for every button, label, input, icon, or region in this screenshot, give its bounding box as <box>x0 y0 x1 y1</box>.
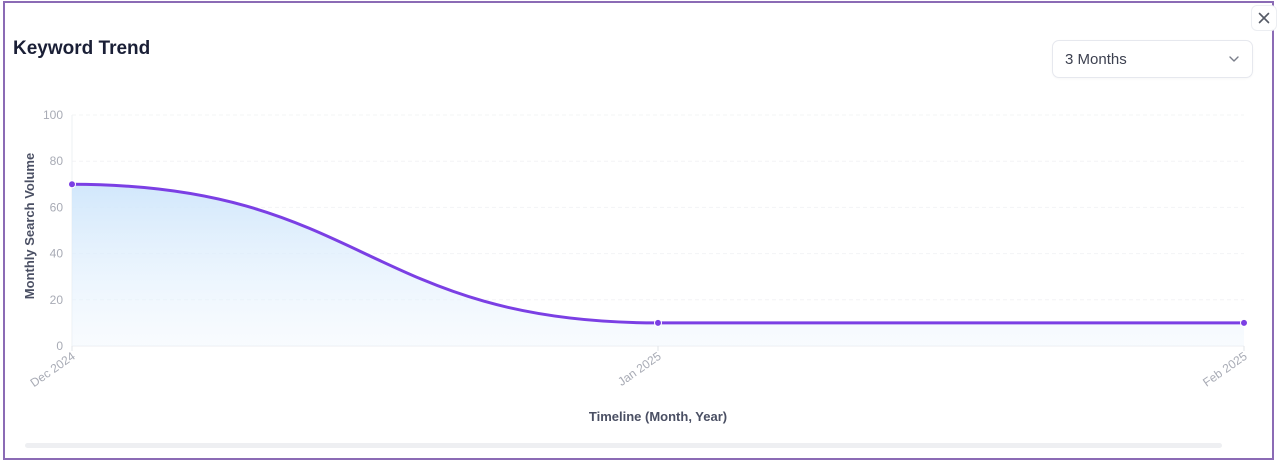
chevron-down-icon <box>1229 56 1239 62</box>
x-tick-label: Jan 2025 <box>615 349 664 389</box>
y-tick-label: 80 <box>50 154 64 168</box>
x-axis-label: Timeline (Month, Year) <box>589 409 727 424</box>
time-range-value: 3 Months <box>1065 50 1127 68</box>
data-point[interactable] <box>1240 318 1248 327</box>
y-tick-label: 60 <box>50 200 64 214</box>
y-tick-label: 100 <box>43 108 63 122</box>
x-tick-label: Feb 2025 <box>1200 349 1250 390</box>
y-tick-label: 20 <box>50 293 64 307</box>
series-area <box>72 184 1244 346</box>
chart-title: Keyword Trend <box>13 38 151 59</box>
y-tick-label: 0 <box>56 339 63 353</box>
y-axis-ticks: 0 20 40 60 80 100 <box>43 108 63 353</box>
close-icon <box>1258 12 1270 24</box>
time-range-select[interactable]: 3 Months <box>1052 40 1253 78</box>
data-points <box>68 180 1248 327</box>
horizontal-scrollbar[interactable] <box>25 443 1222 448</box>
x-axis-ticks: Dec 2024 Jan 2025 Feb 2025 <box>28 346 1250 390</box>
close-button[interactable] <box>1251 5 1277 31</box>
y-axis-label: Monthly Search Volume <box>22 153 37 299</box>
data-point[interactable] <box>654 318 662 327</box>
x-tick-label: Dec 2024 <box>28 349 78 390</box>
y-tick-label: 40 <box>50 247 64 261</box>
data-point[interactable] <box>68 180 76 189</box>
